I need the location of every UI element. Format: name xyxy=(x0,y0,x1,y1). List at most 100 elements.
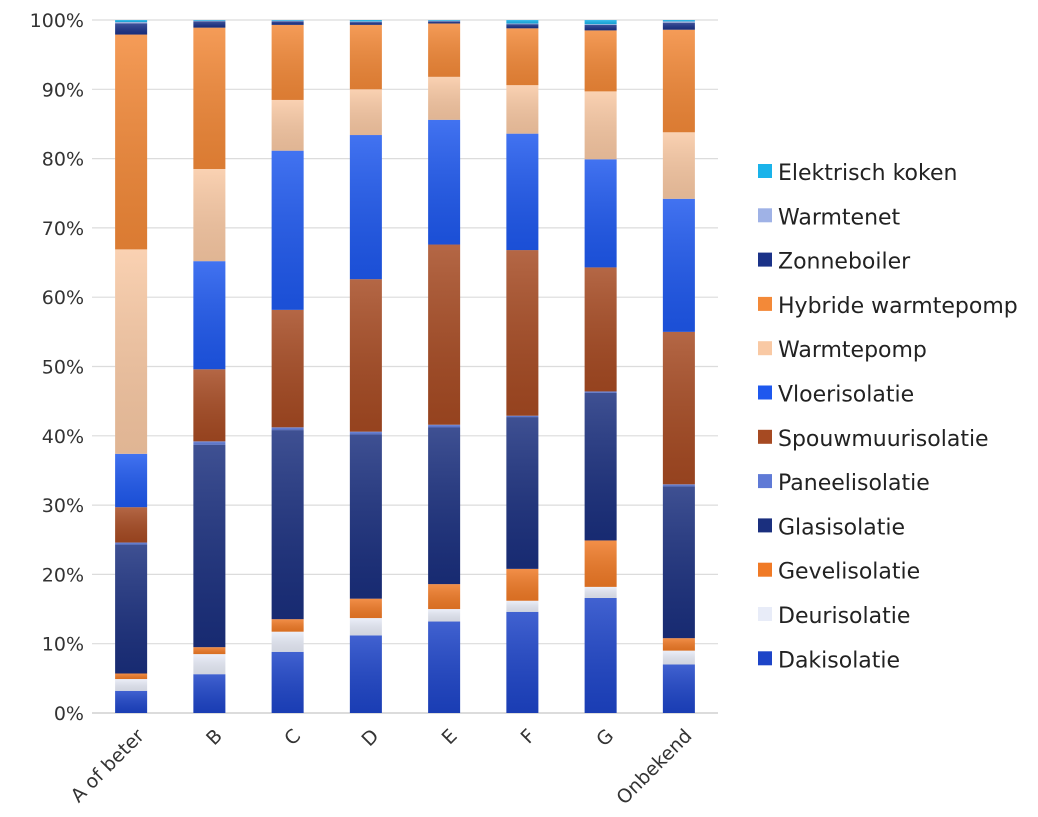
bar-segment-shade xyxy=(584,20,617,25)
bar-segment-shade xyxy=(584,91,617,160)
bar-segment-shade xyxy=(271,619,304,632)
bar-segment-shade xyxy=(506,568,539,601)
bar-segment-shade xyxy=(115,690,148,713)
legend-label: Warmtepomp xyxy=(778,338,927,363)
bar-segment-shade xyxy=(193,441,226,445)
bar-segment-shade xyxy=(428,20,461,21)
x-tick-label: E xyxy=(438,725,462,749)
bar-segment-shade xyxy=(271,631,304,652)
bar-segment-shade xyxy=(506,20,539,24)
bar-segment-shade xyxy=(428,20,461,22)
bar-segment-shade xyxy=(506,417,539,569)
y-tick-label: 0% xyxy=(54,703,84,725)
bar-segment-shade xyxy=(428,76,461,120)
y-tick-label: 80% xyxy=(42,149,84,171)
legend-swatch xyxy=(758,518,772,533)
bar-segment-shade xyxy=(428,424,461,428)
bar-segment-shade xyxy=(584,392,617,541)
legend-label: Warmtenet xyxy=(778,205,901,230)
legend-swatch xyxy=(758,208,772,223)
y-tick-label: 30% xyxy=(42,495,84,517)
x-tick-label: Onbekend xyxy=(612,725,696,809)
bar-segment-shade xyxy=(271,21,304,25)
bar-segment-shade xyxy=(349,21,382,23)
bar-segment-shade xyxy=(584,586,617,598)
bar-segment-shade xyxy=(115,542,148,545)
bar-segment-shade xyxy=(193,21,226,28)
bar-segment-shade xyxy=(271,309,304,428)
bar-segment-shade xyxy=(271,150,304,310)
bar-segment-shade xyxy=(193,261,226,370)
bar-segment-shade xyxy=(662,486,695,639)
bar-segment-shade xyxy=(428,119,461,245)
legend-label: Vloerisolatie xyxy=(778,383,914,408)
bar-segment-shade xyxy=(428,23,461,77)
bar-segment-shade xyxy=(584,30,617,92)
bar-stack xyxy=(662,20,695,713)
bar-segment-shade xyxy=(662,132,695,199)
x-tick-label: D xyxy=(358,725,384,751)
bar-segment-shade xyxy=(349,618,382,636)
y-tick-label: 50% xyxy=(42,357,84,379)
bar-segment-shade xyxy=(115,679,148,691)
bar-segment-shade xyxy=(428,621,461,713)
bar-segment-shade xyxy=(428,244,461,425)
y-axis: 0% 10% 20% 30% 40% 50% 60% 70% 80% 90% 100% xyxy=(30,10,84,725)
bar-segment-shade xyxy=(662,21,695,23)
legend-item: Gevelisolatie xyxy=(758,560,920,585)
bar-segment-shade xyxy=(115,23,148,35)
bars xyxy=(115,20,695,713)
bar-segment-shade xyxy=(349,20,382,22)
legend-swatch xyxy=(758,164,772,178)
x-tick-label: G xyxy=(592,725,618,751)
y-tick-label: 90% xyxy=(42,79,84,101)
bar-segment-shade xyxy=(662,331,695,485)
bar-segment-shade xyxy=(193,20,226,22)
legend-item: Dakisolatie xyxy=(758,648,900,673)
legend: Elektrisch koken Warmtenet Zonneboiler Hybr… xyxy=(758,161,1018,673)
bar-segment-shade xyxy=(584,159,617,268)
bar-segment-shade xyxy=(115,249,148,454)
bar-segment-shade xyxy=(662,198,695,332)
bar-segment-shade xyxy=(271,430,304,620)
y-tick-label: 100% xyxy=(30,10,84,32)
y-tick-label: 60% xyxy=(42,287,84,309)
legend-label: Zonneboiler xyxy=(778,250,911,275)
legend-swatch xyxy=(758,651,772,666)
x-tick-label: F xyxy=(517,725,540,748)
bar-segment-shade xyxy=(506,133,539,251)
bar-segment-shade xyxy=(193,369,226,442)
legend-label: Deurisolatie xyxy=(778,604,910,629)
bar-segment-shade xyxy=(428,21,461,24)
legend-item: Spouwmuurisolatie xyxy=(758,427,989,452)
legend-item: Vloerisolatie xyxy=(758,383,914,408)
bar-segment-shade xyxy=(662,20,695,22)
bar-segment-shade xyxy=(662,650,695,665)
legend-item: Paneelisolatie xyxy=(758,471,930,496)
legend-label: Hybride warmtepomp xyxy=(778,294,1018,319)
bar-segment-shade xyxy=(349,598,382,619)
bar-segment-shade xyxy=(662,22,695,30)
bar-segment-shade xyxy=(584,24,617,31)
legend-swatch xyxy=(758,341,772,356)
bar-segment-shade xyxy=(349,431,382,435)
bar-stack xyxy=(428,20,461,713)
bar-segment-shade xyxy=(193,20,226,21)
bar-segment-shade xyxy=(428,609,461,622)
legend-swatch xyxy=(758,429,772,444)
bar-segment-shade xyxy=(115,453,148,508)
bar-segment-shade xyxy=(506,23,539,25)
bar-stack xyxy=(271,20,304,713)
bar-segment-shade xyxy=(584,540,617,587)
legend-label: Gevelisolatie xyxy=(778,560,920,585)
y-tick-label: 20% xyxy=(42,564,84,586)
bar-segment-shade xyxy=(506,611,539,713)
legend-item: Hybride warmtepomp xyxy=(758,294,1018,319)
bar-segment-shade xyxy=(349,24,382,90)
bar-segment-shade xyxy=(271,20,304,21)
bar-segment-shade xyxy=(115,20,148,23)
bar-segment-shade xyxy=(584,24,617,25)
bar-segment-shade xyxy=(506,85,539,134)
